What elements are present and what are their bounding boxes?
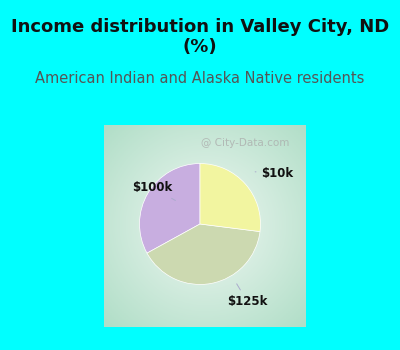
Wedge shape — [140, 163, 200, 253]
Text: $10k: $10k — [255, 167, 294, 180]
Text: American Indian and Alaska Native residents: American Indian and Alaska Native reside… — [35, 71, 365, 86]
Text: $100k: $100k — [132, 181, 176, 201]
Wedge shape — [200, 163, 260, 232]
Text: $125k: $125k — [227, 284, 268, 308]
Text: Income distribution in Valley City, ND
(%): Income distribution in Valley City, ND (… — [11, 18, 389, 56]
Text: @ City-Data.com: @ City-Data.com — [201, 138, 290, 148]
Wedge shape — [147, 224, 260, 285]
